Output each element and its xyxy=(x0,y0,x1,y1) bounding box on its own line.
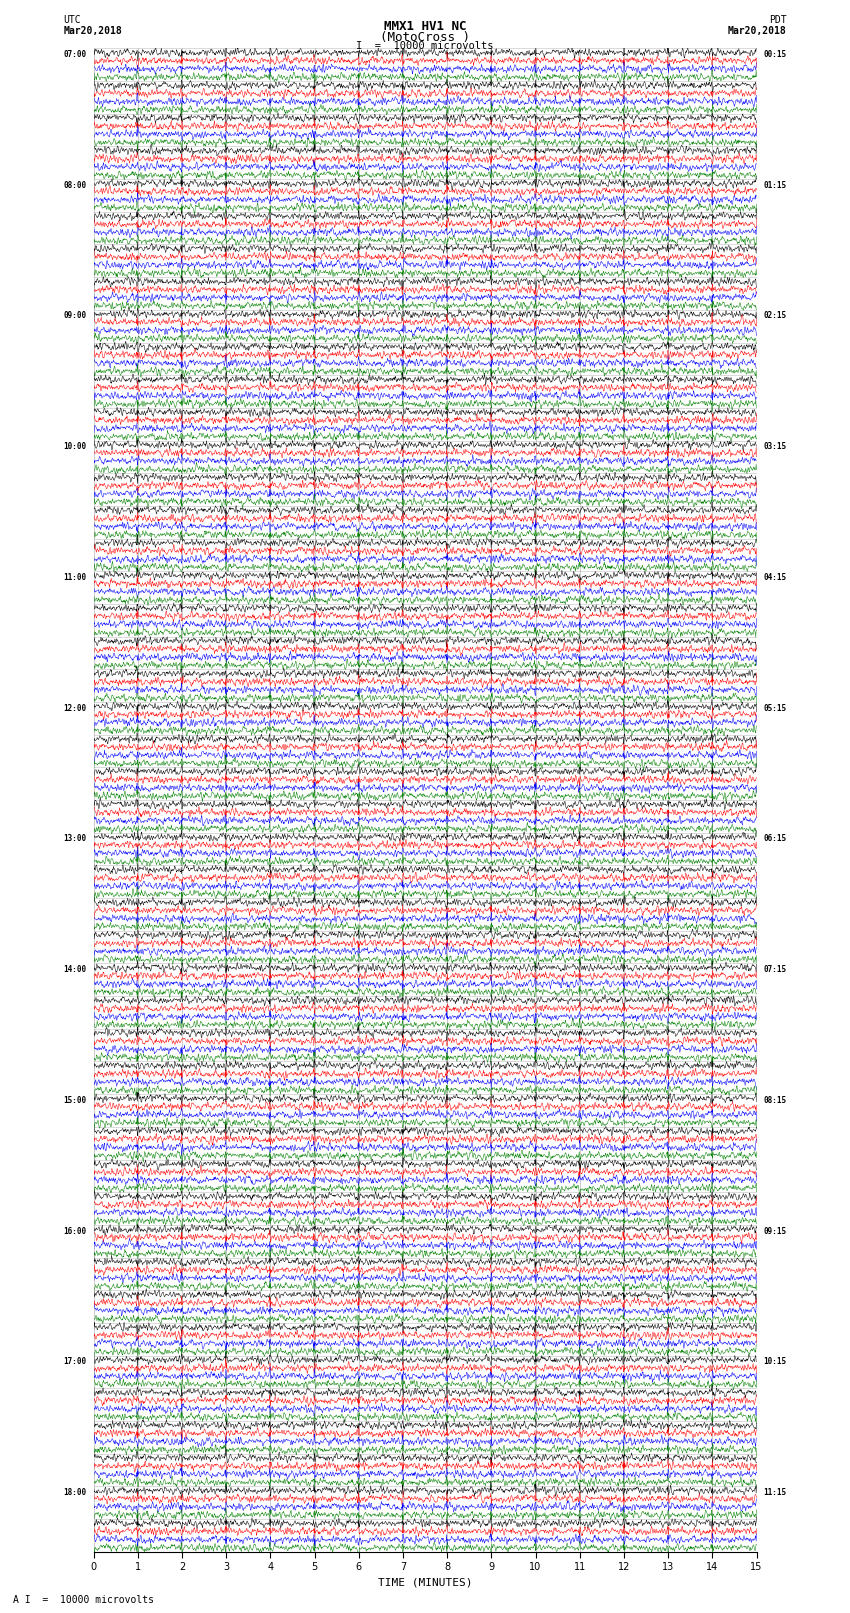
Text: 08:00: 08:00 xyxy=(64,181,87,190)
Text: 17:00: 17:00 xyxy=(64,1357,87,1366)
Text: 03:15: 03:15 xyxy=(763,442,786,452)
Text: (MotoCross ): (MotoCross ) xyxy=(380,31,470,44)
Text: 18:00: 18:00 xyxy=(64,1487,87,1497)
Text: 10:00: 10:00 xyxy=(64,442,87,452)
Text: Mar20,2018: Mar20,2018 xyxy=(64,26,122,35)
Text: 00:15: 00:15 xyxy=(763,50,786,60)
Text: 05:15: 05:15 xyxy=(763,703,786,713)
Text: 09:00: 09:00 xyxy=(64,311,87,321)
Text: Mar20,2018: Mar20,2018 xyxy=(728,26,786,35)
Text: 11:15: 11:15 xyxy=(763,1487,786,1497)
Text: 07:00: 07:00 xyxy=(64,50,87,60)
Text: UTC: UTC xyxy=(64,15,82,24)
Text: 01:15: 01:15 xyxy=(763,181,786,190)
Text: 14:00: 14:00 xyxy=(64,965,87,974)
Text: 02:15: 02:15 xyxy=(763,311,786,321)
Text: I  =  10000 microvolts: I = 10000 microvolts xyxy=(356,40,494,52)
Text: 08:15: 08:15 xyxy=(763,1095,786,1105)
Text: PDT: PDT xyxy=(768,15,786,24)
Text: 12:00: 12:00 xyxy=(64,703,87,713)
Text: 07:15: 07:15 xyxy=(763,965,786,974)
Text: 15:00: 15:00 xyxy=(64,1095,87,1105)
Text: 11:00: 11:00 xyxy=(64,573,87,582)
Text: MMX1 HV1 NC: MMX1 HV1 NC xyxy=(383,19,467,34)
Text: 10:15: 10:15 xyxy=(763,1357,786,1366)
Text: 09:15: 09:15 xyxy=(763,1226,786,1236)
Text: 04:15: 04:15 xyxy=(763,573,786,582)
Text: A I  =  10000 microvolts: A I = 10000 microvolts xyxy=(13,1595,154,1605)
Text: 16:00: 16:00 xyxy=(64,1226,87,1236)
Text: 13:00: 13:00 xyxy=(64,834,87,844)
X-axis label: TIME (MINUTES): TIME (MINUTES) xyxy=(377,1578,473,1587)
Text: 06:15: 06:15 xyxy=(763,834,786,844)
